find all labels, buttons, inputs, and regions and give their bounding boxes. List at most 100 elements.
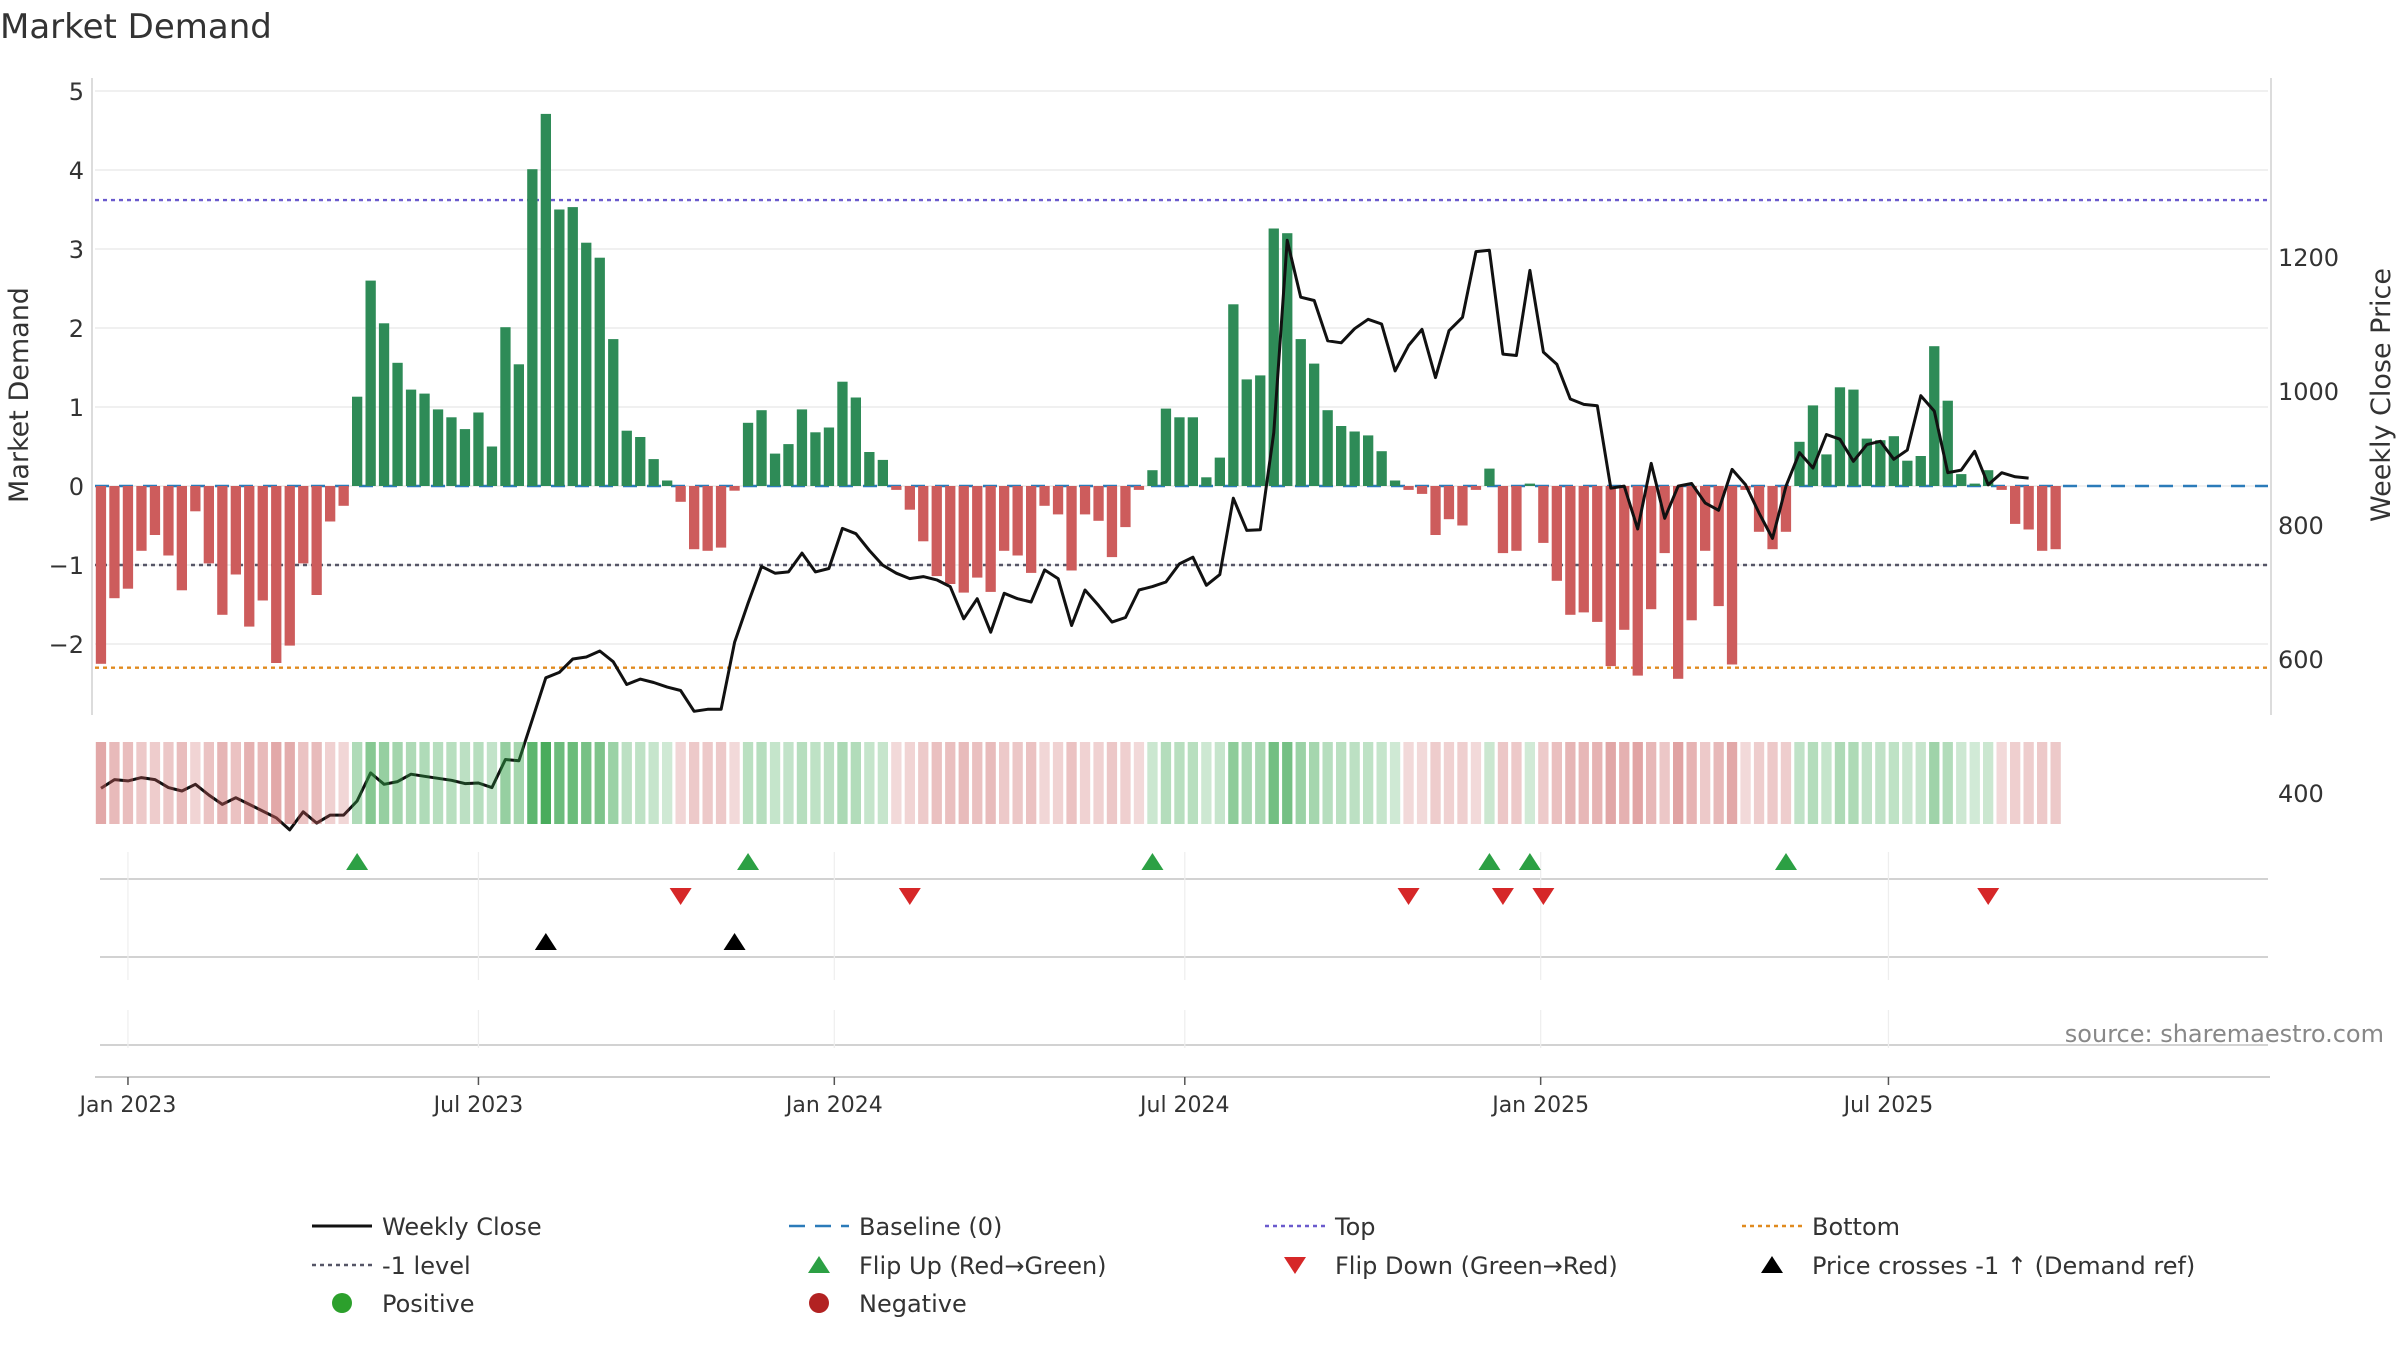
heat-cell-5: [163, 742, 174, 824]
heat-cell-141: [1996, 742, 2007, 824]
cross-marker-1: [723, 933, 746, 950]
demand-bar-10: [230, 486, 241, 575]
source-credit: source: sharemaestro.com: [2065, 1020, 2384, 1048]
heat-cell-93: [1349, 742, 1360, 824]
heat-cell-35: [567, 742, 578, 824]
legend-item-8: Positive: [332, 1290, 475, 1318]
demand-bar-114: [1632, 486, 1643, 676]
flip-down-marker-0: [669, 888, 692, 905]
legend-item-9: Negative: [809, 1290, 967, 1318]
demand-bar-76: [1120, 486, 1131, 528]
heat-cell-29: [486, 742, 498, 824]
demand-bar-71: [1052, 486, 1064, 515]
y2-axis-label: Weekly Close Price: [2366, 268, 2397, 522]
heat-cell-116: [1659, 742, 1670, 824]
demand-bar-115: [1646, 486, 1657, 610]
demand-bar-0: [95, 486, 107, 664]
flip-up-marker-5: [1775, 853, 1797, 870]
demand-bar-48: [742, 422, 754, 486]
heat-cell-136: [1929, 742, 1940, 824]
demand-bar-131: [1861, 438, 1872, 486]
heat-cell-94: [1363, 742, 1374, 824]
x-tick-labels: Jan 2023 Jul 2023 Jan 2024 Jul 2024 Jan 2025…: [78, 1077, 1933, 1118]
heat-cell-65: [972, 742, 983, 824]
demand-bar-57: [864, 452, 875, 486]
heat-cell-11: [244, 742, 255, 824]
demand-bar-52: [796, 409, 808, 486]
heat-cell-103: [1484, 742, 1495, 824]
x-tick-3: Jul 2024: [1138, 1093, 1230, 1118]
demand-bar-33: [540, 113, 551, 487]
heat-cell-126: [1794, 742, 1805, 824]
heat-cell-42: [662, 742, 673, 824]
demand-bar-44: [689, 486, 700, 550]
y2-tick-4: 400: [2278, 780, 2324, 808]
heat-cell-54: [823, 742, 835, 824]
demand-bar-8: [203, 486, 214, 564]
legend-label-3: Bottom: [1812, 1213, 1900, 1241]
demand-bar-64: [958, 486, 969, 593]
demand-bar-11: [244, 486, 255, 627]
heat-cell-97: [1403, 742, 1414, 824]
heat-cell-80: [1174, 742, 1185, 824]
demand-bar-109: [1565, 486, 1576, 615]
heat-cell-114: [1632, 742, 1643, 824]
heat-cell-115: [1646, 742, 1657, 824]
legend-item-1: Baseline (0): [789, 1213, 1002, 1241]
heat-cell-60: [904, 742, 915, 824]
demand-bar-28: [473, 412, 484, 486]
heat-cell-45: [702, 742, 713, 824]
y-tick-labels: 5 4 3 2 1 0 −1 −2: [49, 78, 84, 659]
demand-bar-56: [850, 397, 861, 486]
heat-cell-70: [1039, 742, 1050, 824]
heat-cell-77: [1133, 742, 1145, 824]
heat-cell-142: [2010, 742, 2021, 824]
heat-cell-58: [877, 742, 888, 824]
legend-label-9: Negative: [859, 1290, 967, 1318]
heat-cell-118: [1686, 742, 1697, 824]
heat-cell-121: [1726, 742, 1738, 824]
demand-bar-128: [1821, 454, 1832, 486]
heat-cell-104: [1497, 742, 1509, 824]
heat-cell-46: [715, 742, 727, 824]
heat-cell-8: [203, 742, 214, 824]
heat-cell-124: [1767, 742, 1778, 824]
heat-cell-139: [1969, 742, 1980, 824]
heat-cell-109: [1565, 742, 1576, 824]
heat-cell-143: [2023, 742, 2034, 824]
demand-bar-67: [999, 486, 1010, 551]
heat-cell-87: [1268, 742, 1279, 824]
heat-cell-3: [136, 742, 147, 824]
heat-cell-38: [608, 742, 619, 824]
legend-label-7: Price crosses -1 ↑ (Demand ref): [1812, 1252, 2195, 1280]
demand-bar-111: [1592, 486, 1603, 622]
demand-bar-132: [1875, 440, 1886, 486]
demand-bar-83: [1214, 457, 1225, 486]
heat-cell-22: [392, 742, 403, 824]
demand-bar-106: [1524, 483, 1535, 486]
demand-bar-87: [1268, 228, 1279, 486]
heat-cell-102: [1470, 742, 1482, 824]
legend-item-3: Bottom: [1742, 1213, 1900, 1241]
legend-swatch-flip-down: [1284, 1257, 1306, 1274]
demand-bar-144: [2037, 486, 2048, 551]
legend-label-2: Top: [1334, 1213, 1376, 1241]
heat-cell-125: [1780, 742, 1792, 824]
demand-bar-14: [284, 486, 295, 646]
demand-bar-103: [1484, 468, 1495, 486]
heat-cell-13: [271, 742, 282, 824]
heat-cell-41: [648, 742, 659, 824]
demand-bar-99: [1430, 486, 1441, 535]
y2-tick-3: 600: [2278, 646, 2324, 674]
heat-cell-100: [1443, 742, 1455, 824]
demand-bar-100: [1443, 486, 1455, 520]
demand-bars: [95, 113, 2061, 679]
demand-bar-61: [918, 486, 929, 542]
heat-cell-86: [1255, 742, 1266, 824]
demand-bar-101: [1457, 486, 1468, 526]
legend-item-7: Price crosses -1 ↑ (Demand ref): [1761, 1252, 2195, 1280]
demand-bar-59: [891, 486, 902, 490]
heat-cell-89: [1295, 742, 1306, 824]
heat-cell-55: [837, 742, 848, 824]
demand-bar-125: [1780, 486, 1792, 532]
